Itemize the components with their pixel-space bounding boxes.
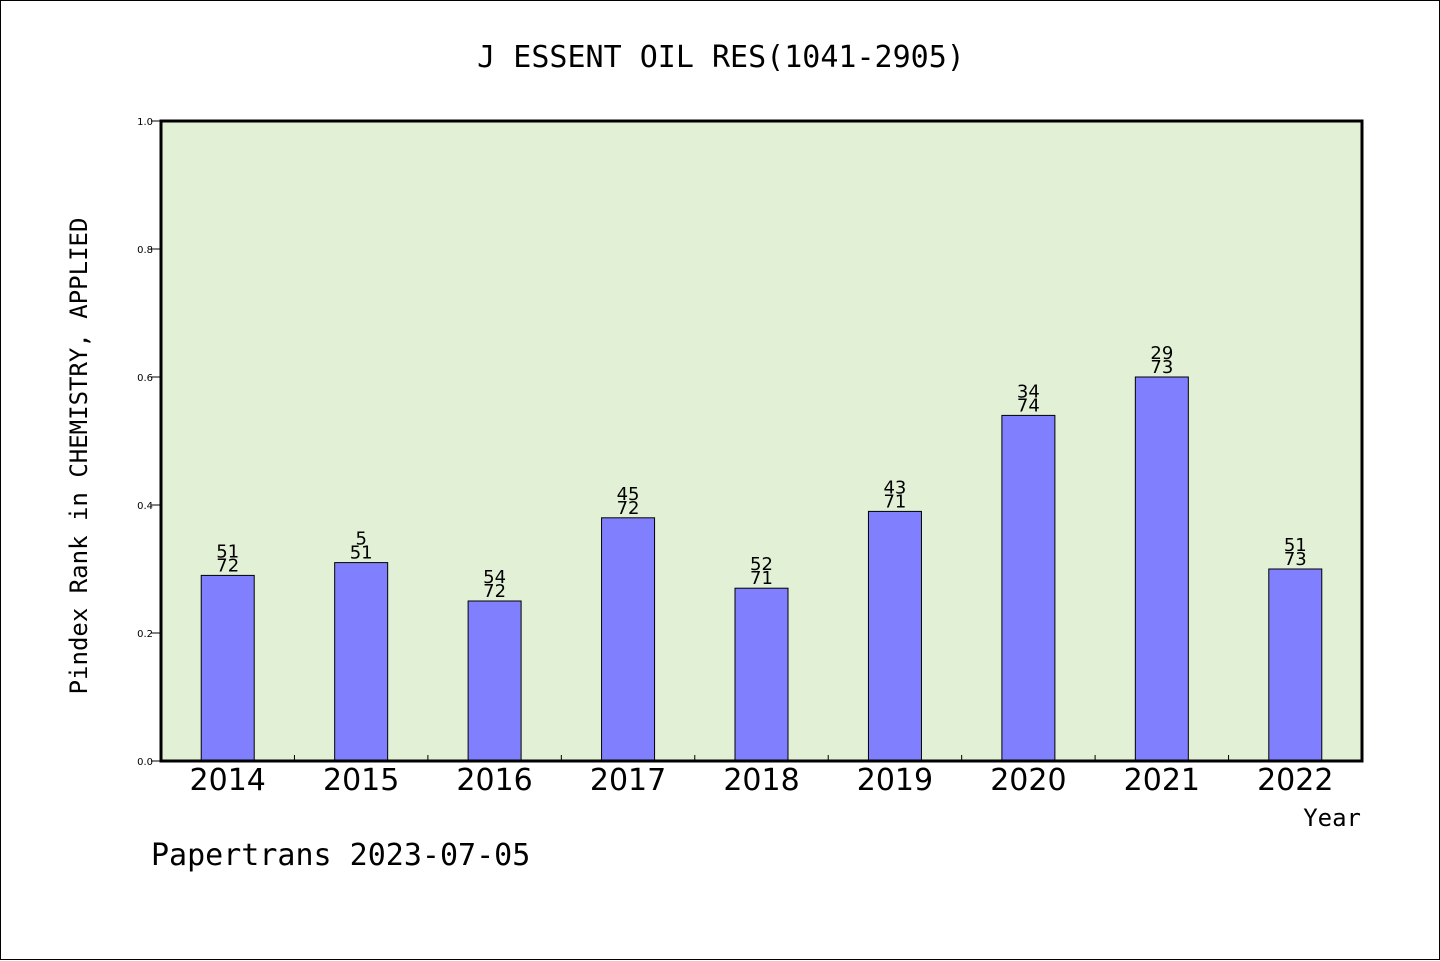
y-axis: 0.0 0.2 0.4 0.6 0.8 1.0 [137, 117, 161, 768]
bar-rank-label: 29 [1150, 343, 1173, 364]
bar-total-label: 74 [1017, 395, 1040, 416]
x-tick-label: 2016 [456, 763, 532, 798]
x-tick-label: 2017 [590, 763, 666, 798]
bar [467, 600, 522, 762]
chart-title: J ESSENT OIL RES(1041-2905) [477, 40, 965, 75]
bar-rank-label: 5 [355, 529, 366, 550]
bar-rank-label: 51 [216, 541, 239, 562]
bar-total-label: 72 [216, 555, 239, 576]
bar [334, 562, 389, 762]
x-axis-label: Year [1303, 804, 1361, 832]
bar-total-label: 72 [617, 498, 640, 519]
bar-total-label: 71 [750, 568, 773, 589]
bar [1001, 414, 1056, 762]
y-tick-label: 0.6 [137, 373, 153, 384]
bar [867, 510, 922, 762]
bar-total-label: 51 [350, 543, 373, 564]
bar [200, 574, 255, 762]
bar-total-label: 73 [1284, 549, 1307, 570]
y-tick-label: 0.0 [137, 757, 153, 768]
bar-total-label: 73 [1150, 357, 1173, 378]
x-tick-label: 2019 [857, 763, 933, 798]
bar-total-label: 72 [483, 581, 506, 602]
bar [601, 517, 656, 762]
bar [1134, 376, 1189, 762]
bar-rank-label: 43 [883, 477, 906, 498]
y-tick-label: 0.4 [137, 501, 153, 512]
y-tick-label: 1.0 [137, 117, 153, 128]
x-tick-label: 2022 [1257, 763, 1333, 798]
bar-rank-label: 34 [1017, 381, 1040, 402]
bar-rank-label: 51 [1284, 535, 1307, 556]
bar-rank-label: 45 [617, 484, 640, 505]
x-tick-label: 2021 [1124, 763, 1200, 798]
y-tick-label: 0.8 [137, 245, 153, 256]
footer-credit: Papertrans 2023-07-05 [151, 838, 530, 873]
bar [734, 587, 789, 762]
x-tick-label: 2014 [190, 763, 266, 798]
bar-rank-label: 54 [483, 567, 506, 588]
plot-border [159, 119, 1364, 763]
x-tick-label: 2015 [323, 763, 399, 798]
bar-total-label: 71 [883, 491, 906, 512]
bar-rank-label: 52 [750, 554, 773, 575]
x-axis: 2014 2015 2016 2017 2018 2019 2020 2021 2022 [190, 755, 1333, 798]
x-tick-label: 2020 [990, 763, 1066, 798]
y-tick-label: 0.2 [137, 629, 153, 640]
x-tick-label: 2018 [723, 763, 799, 798]
bar [1268, 568, 1323, 762]
y-axis-label: Pindex Rank in CHEMISTRY, APPLIED [65, 218, 93, 695]
